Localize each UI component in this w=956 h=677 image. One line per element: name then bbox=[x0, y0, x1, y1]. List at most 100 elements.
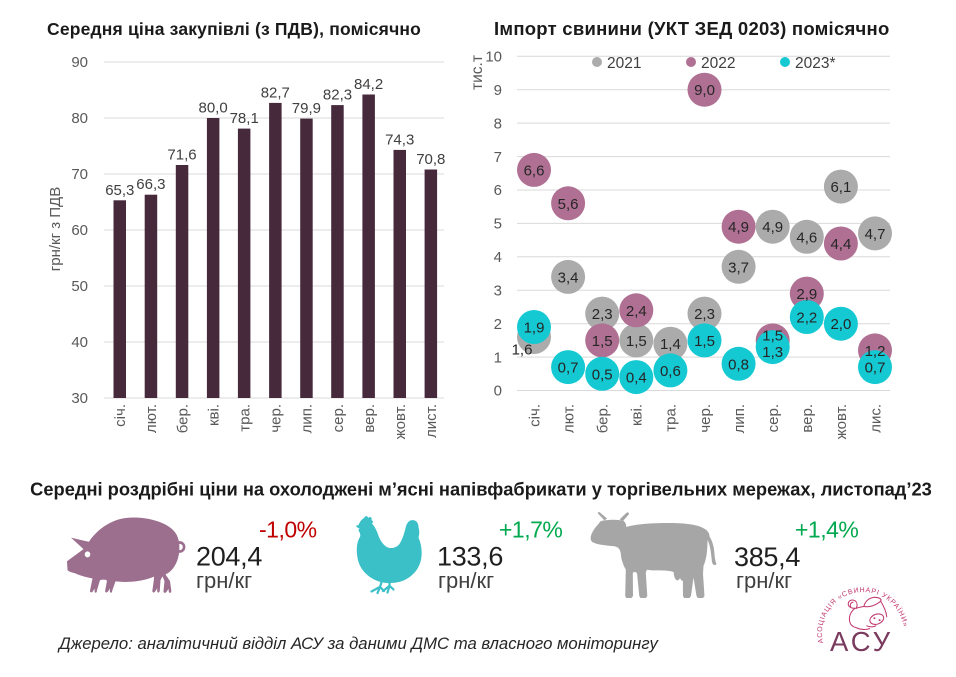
svg-text:70,8: 70,8 bbox=[416, 151, 445, 168]
svg-text:2: 2 bbox=[494, 316, 502, 333]
svg-text:90: 90 bbox=[71, 54, 88, 71]
svg-text:0,6: 0,6 bbox=[660, 363, 681, 380]
svg-text:кві.: кві. bbox=[629, 404, 646, 426]
svg-text:січ.: січ. bbox=[112, 404, 129, 427]
svg-text:1: 1 bbox=[494, 349, 502, 366]
svg-text:2,0: 2,0 bbox=[830, 316, 851, 333]
svg-text:133,6: 133,6 bbox=[437, 542, 503, 572]
svg-text:Джерело: аналітичний відділ АС: Джерело: аналітичний відділ АСУ за даним… bbox=[57, 634, 660, 653]
svg-text:кві.: кві. bbox=[205, 404, 222, 426]
svg-text:2,9: 2,9 bbox=[796, 286, 817, 303]
svg-text:50: 50 bbox=[71, 278, 88, 295]
svg-text:1,5: 1,5 bbox=[626, 333, 647, 350]
svg-text:Середня ціна закупівлі (з ПДВ): Середня ціна закупівлі (з ПДВ), помісячн… bbox=[47, 19, 421, 39]
svg-text:1,5: 1,5 bbox=[762, 328, 783, 345]
svg-text:65,3: 65,3 bbox=[105, 182, 134, 199]
svg-text:лист.: лист. bbox=[423, 404, 440, 438]
svg-text:2,3: 2,3 bbox=[694, 306, 715, 323]
svg-text:9,0: 9,0 bbox=[694, 82, 715, 99]
svg-text:2023*: 2023* bbox=[795, 55, 836, 72]
svg-text:70: 70 bbox=[71, 166, 88, 183]
svg-text:7: 7 bbox=[494, 149, 502, 166]
svg-text:0,5: 0,5 bbox=[592, 366, 613, 383]
svg-text:лют.: лют. bbox=[560, 404, 577, 433]
svg-text:січ.: січ. bbox=[526, 404, 543, 427]
svg-text:2021: 2021 bbox=[607, 55, 641, 72]
svg-text:74,3: 74,3 bbox=[385, 131, 414, 148]
svg-text:6: 6 bbox=[494, 182, 502, 199]
svg-text:4,9: 4,9 bbox=[762, 219, 783, 236]
svg-text:бер.: бер. bbox=[174, 404, 191, 433]
svg-text:204,4: 204,4 bbox=[196, 542, 262, 572]
svg-text:тра.: тра. bbox=[663, 404, 680, 432]
svg-text:0,7: 0,7 bbox=[558, 360, 579, 377]
svg-text:+1,4%: +1,4% bbox=[795, 517, 858, 543]
svg-text:1,5: 1,5 bbox=[694, 333, 715, 350]
svg-text:грн/кг: грн/кг bbox=[438, 568, 494, 593]
svg-text:1,4: 1,4 bbox=[660, 336, 681, 353]
svg-text:сер.: сер. bbox=[330, 404, 347, 432]
svg-text:тра.: тра. bbox=[237, 404, 254, 432]
svg-text:2,2: 2,2 bbox=[796, 310, 817, 327]
svg-text:лип.: лип. bbox=[299, 404, 316, 433]
svg-text:1,6: 1,6 bbox=[512, 342, 533, 359]
svg-text:4,4: 4,4 bbox=[830, 236, 851, 253]
svg-text:сер.: сер. bbox=[765, 404, 782, 432]
svg-text:6,1: 6,1 bbox=[830, 179, 851, 196]
svg-text:3,4: 3,4 bbox=[558, 269, 579, 286]
svg-text:тис.т: тис.т bbox=[469, 55, 486, 90]
svg-text:30: 30 bbox=[71, 390, 88, 407]
svg-text:2,4: 2,4 bbox=[626, 303, 647, 320]
svg-text:78,1: 78,1 bbox=[230, 110, 259, 127]
svg-text:9: 9 bbox=[494, 82, 502, 99]
svg-text:0,4: 0,4 bbox=[626, 370, 647, 387]
svg-text:5: 5 bbox=[494, 216, 502, 233]
svg-text:66,3: 66,3 bbox=[136, 176, 165, 193]
svg-text:Середні роздрібні ціни на охол: Середні роздрібні ціни на охолоджені м’я… bbox=[30, 479, 932, 500]
svg-text:чер.: чер. bbox=[268, 404, 285, 433]
svg-text:грн/кг: грн/кг bbox=[196, 568, 252, 593]
svg-text:4,7: 4,7 bbox=[865, 226, 886, 243]
svg-text:Імпорт свинини (УКТ ЗЕД 0203): Імпорт свинини (УКТ ЗЕД 0203) помісячно bbox=[494, 18, 890, 39]
svg-text:0,8: 0,8 bbox=[728, 356, 749, 373]
svg-text:5,6: 5,6 bbox=[558, 196, 579, 213]
svg-text:0: 0 bbox=[494, 383, 502, 400]
svg-text:лис.: лис. bbox=[867, 404, 884, 433]
svg-text:грн/кг з ПДВ: грн/кг з ПДВ bbox=[47, 187, 64, 271]
svg-text:6,6: 6,6 bbox=[524, 162, 545, 179]
svg-text:4,6: 4,6 bbox=[796, 229, 817, 246]
svg-text:вер.: вер. bbox=[799, 404, 816, 433]
svg-text:-1,0%: -1,0% bbox=[259, 517, 317, 543]
svg-text:79,9: 79,9 bbox=[292, 100, 321, 117]
svg-text:жовт.: жовт. bbox=[392, 404, 409, 439]
svg-text:АСУ: АСУ bbox=[830, 626, 893, 657]
svg-text:1,5: 1,5 bbox=[592, 333, 613, 350]
svg-text:2022: 2022 bbox=[701, 55, 735, 72]
svg-text:60: 60 bbox=[71, 222, 88, 239]
svg-text:2,3: 2,3 bbox=[592, 306, 613, 323]
svg-text:4: 4 bbox=[494, 249, 502, 266]
svg-text:385,4: 385,4 bbox=[734, 542, 800, 572]
svg-text:82,3: 82,3 bbox=[323, 87, 352, 104]
svg-text:1,3: 1,3 bbox=[762, 344, 783, 361]
svg-text:40: 40 bbox=[71, 334, 88, 351]
svg-text:жовт.: жовт. bbox=[833, 404, 850, 439]
svg-text:10: 10 bbox=[485, 49, 502, 66]
svg-text:вер.: вер. bbox=[361, 404, 378, 433]
svg-text:лют.: лют. bbox=[143, 404, 160, 433]
svg-text:чер.: чер. bbox=[697, 404, 714, 433]
svg-text:82,7: 82,7 bbox=[261, 84, 290, 101]
svg-text:бер.: бер. bbox=[595, 404, 612, 433]
svg-text:4,9: 4,9 bbox=[728, 219, 749, 236]
svg-text:71,6: 71,6 bbox=[167, 147, 196, 164]
svg-text:3: 3 bbox=[494, 282, 502, 299]
svg-text:84,2: 84,2 bbox=[354, 76, 383, 93]
svg-text:1,9: 1,9 bbox=[524, 320, 545, 337]
svg-text:+1,7%: +1,7% bbox=[499, 517, 562, 543]
svg-text:80: 80 bbox=[71, 110, 88, 127]
svg-text:80,0: 80,0 bbox=[198, 100, 227, 117]
svg-text:1,2: 1,2 bbox=[865, 343, 886, 360]
svg-text:0,7: 0,7 bbox=[865, 360, 886, 377]
svg-text:лип.: лип. bbox=[731, 404, 748, 433]
svg-text:3,7: 3,7 bbox=[728, 259, 749, 276]
